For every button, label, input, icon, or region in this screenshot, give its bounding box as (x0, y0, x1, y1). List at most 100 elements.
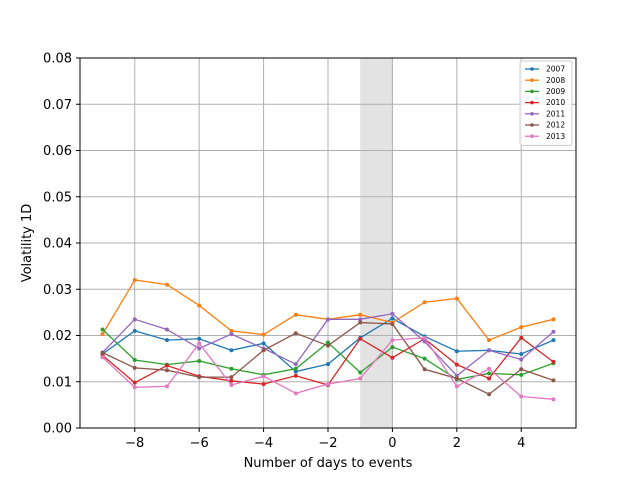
x-tick-label: −8 (125, 436, 144, 451)
legend: 2007 2008 2009 2010 2011 2012 2013 (519, 60, 573, 146)
legend-label: 2009 (546, 87, 565, 96)
data-point-2010 (487, 376, 492, 381)
data-point-2008 (454, 296, 459, 301)
data-point-2008 (132, 278, 137, 282)
data-point-2009 (132, 358, 137, 363)
data-point-2008 (293, 312, 298, 317)
data-point-2008 (100, 332, 105, 337)
data-point-2007 (293, 369, 298, 374)
data-point-2011 (164, 327, 169, 332)
data-point-2013 (358, 376, 363, 381)
data-point-2011 (229, 332, 234, 337)
data-point-2012 (164, 368, 169, 373)
data-point-2012 (132, 365, 137, 370)
data-point-2009 (229, 366, 234, 371)
data-point-2012 (100, 350, 105, 355)
data-point-2011 (519, 357, 524, 362)
data-point-2009 (358, 370, 363, 375)
data-point-2008 (519, 325, 524, 330)
data-point-2013 (229, 382, 234, 387)
y-tick-label: 0.06 (43, 144, 72, 159)
data-point-2007 (132, 328, 137, 333)
y-axis-label: Volatility 1D (20, 204, 35, 283)
data-point-2010 (519, 335, 524, 340)
data-point-2013 (293, 391, 298, 396)
data-point-2013 (100, 355, 105, 360)
legend-label: 2012 (546, 121, 565, 130)
data-point-2010 (390, 355, 395, 360)
data-point-2009 (100, 327, 105, 332)
data-point-2013 (487, 366, 492, 371)
data-point-2007 (261, 341, 266, 346)
data-point-2008 (422, 300, 427, 305)
data-point-2010 (454, 362, 459, 367)
data-point-2009 (390, 345, 395, 350)
data-point-2011 (454, 373, 459, 378)
data-point-2011 (390, 311, 395, 316)
data-point-2012 (390, 321, 395, 326)
legend-item-2008: 2008 (525, 76, 565, 85)
legend-swatch-marker (530, 134, 534, 138)
data-point-2011 (487, 348, 492, 353)
data-point-2008 (358, 312, 363, 317)
y-tick-label: 0.02 (43, 329, 72, 344)
legend-item-2010: 2010 (525, 98, 565, 107)
data-point-2010 (293, 373, 298, 378)
legend-label: 2007 (546, 65, 565, 74)
data-point-2007 (519, 352, 524, 356)
legend-swatch-marker (530, 78, 534, 82)
data-point-2013 (551, 397, 556, 402)
data-point-2008 (487, 338, 492, 343)
data-point-2010 (132, 380, 137, 385)
data-point-2007 (197, 336, 202, 341)
data-point-2007 (454, 349, 459, 354)
data-point-2008 (261, 332, 266, 337)
data-point-2012 (551, 378, 556, 383)
data-point-2009 (293, 366, 298, 371)
y-tick-label: 0.08 (43, 52, 72, 67)
data-point-2008 (197, 303, 202, 308)
legend-label: 2008 (546, 76, 565, 85)
data-point-2007 (326, 362, 330, 367)
legend-label: 2011 (546, 109, 565, 118)
data-point-2011 (132, 317, 137, 322)
data-point-2010 (261, 382, 266, 387)
x-tick-label: −4 (254, 436, 273, 451)
y-tick-label: 0.07 (43, 98, 72, 113)
x-axis-ticks: −8 −6 −4 −2 0 2 4 (125, 428, 525, 451)
legend-item-2013: 2013 (525, 132, 565, 141)
data-point-2011 (326, 317, 330, 322)
data-point-2012 (519, 367, 524, 372)
data-point-2013 (422, 335, 427, 340)
legend-item-2007: 2007 (525, 65, 565, 74)
data-point-2012 (358, 320, 363, 325)
x-axis-label: Number of days to events (244, 456, 413, 471)
series-2013 (100, 335, 556, 402)
legend-item-2009: 2009 (525, 87, 565, 96)
data-point-2013 (197, 341, 202, 346)
data-point-2011 (197, 346, 202, 351)
data-point-2008 (164, 282, 169, 287)
data-point-2013 (261, 374, 266, 379)
data-point-2009 (326, 340, 330, 345)
y-tick-label: 0.01 (43, 375, 72, 390)
data-point-2007 (229, 348, 234, 353)
x-tick-label: 2 (453, 436, 461, 451)
data-point-2013 (132, 385, 137, 390)
data-point-2013 (164, 384, 169, 389)
legend-swatch-marker (530, 100, 534, 105)
data-point-2013 (454, 384, 459, 389)
data-point-2012 (261, 348, 266, 353)
y-tick-label: 0.05 (43, 190, 72, 205)
y-axis-ticks: 0.00 0.01 0.02 0.03 0.04 0.05 0.06 0.07 0.08 (43, 52, 80, 437)
data-point-2012 (197, 375, 202, 380)
legend-swatch-marker (530, 123, 534, 127)
data-point-2009 (422, 356, 427, 361)
legend-item-2011: 2011 (525, 109, 565, 118)
data-point-2013 (390, 338, 395, 343)
data-point-2011 (422, 339, 427, 344)
data-point-2012 (229, 375, 234, 380)
data-point-2012 (487, 392, 492, 397)
data-point-2012 (454, 376, 459, 381)
x-tick-label: 0 (388, 436, 396, 451)
